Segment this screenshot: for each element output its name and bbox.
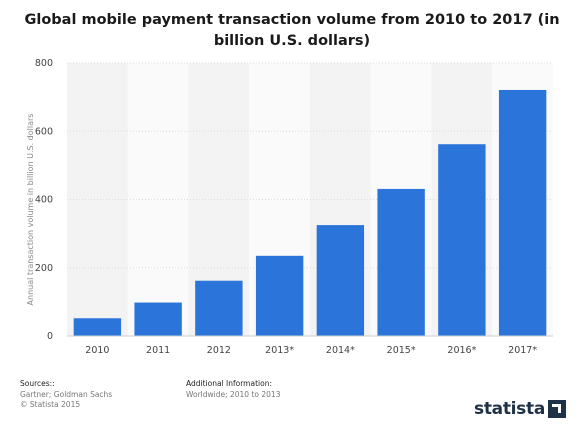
bar [316, 225, 365, 336]
statista-arrow-icon [548, 400, 566, 418]
y-tick-label: 800 [35, 58, 53, 69]
x-tick-label: 2014* [326, 345, 355, 356]
x-tick-label: 2013* [265, 345, 294, 356]
bar [73, 318, 122, 336]
x-tick-label: 2015* [387, 345, 416, 356]
bar [377, 188, 425, 336]
additional-info-line: Worldwide; 2010 to 2013 [186, 390, 281, 399]
statista-logo[interactable]: statista [474, 398, 566, 420]
y-tick-label: 600 [35, 126, 53, 137]
x-tick-label: 2012 [207, 345, 231, 356]
bar [134, 302, 182, 336]
bar [195, 280, 243, 336]
y-tick-label: 400 [35, 195, 53, 206]
sources-line: Gartner; Goldman Sachs [20, 390, 113, 399]
sources-title: Sources:: [20, 379, 55, 388]
y-tick-label: 200 [35, 263, 53, 274]
bar [255, 255, 304, 336]
bar [438, 144, 486, 336]
x-tick-label: 2011 [146, 345, 170, 356]
y-axis-label: Annual transaction volume in billion U.S… [26, 114, 35, 306]
additional-info-title: Additional Information: [186, 379, 272, 388]
copyright-line: © Statista 2015 [20, 400, 81, 409]
bar [498, 89, 547, 337]
y-tick-label: 0 [47, 331, 53, 342]
x-tick-label: 2010 [85, 345, 109, 356]
x-tick-label: 2016* [447, 345, 476, 356]
logo-text: statista [474, 399, 545, 419]
x-tick-label: 2017* [508, 345, 537, 356]
chart-title: Global mobile payment transaction volume… [24, 12, 560, 49]
